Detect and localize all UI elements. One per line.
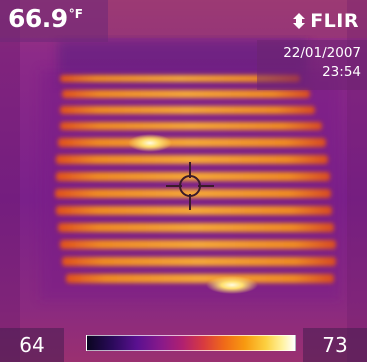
flir-logo-icon: [293, 13, 306, 29]
brand-name: FLIR: [310, 10, 359, 32]
capture-date: 22/01/2007: [283, 45, 361, 61]
color-palette-bar: [86, 335, 296, 351]
temperature-scale: 64 73: [0, 328, 367, 362]
scale-max-value: 73: [303, 328, 367, 362]
scale-min-value: 64: [0, 328, 64, 362]
brand-logo: FLIR: [290, 8, 359, 34]
spot-temperature-value: 66.9: [8, 4, 68, 33]
capture-time: 23:54: [322, 64, 361, 80]
temperature-unit: °F: [68, 7, 83, 21]
timestamp: 22/01/2007 23:54: [257, 40, 367, 90]
spot-temperature-readout: 66.9 °F: [0, 0, 108, 42]
crosshair-icon: [166, 162, 214, 210]
